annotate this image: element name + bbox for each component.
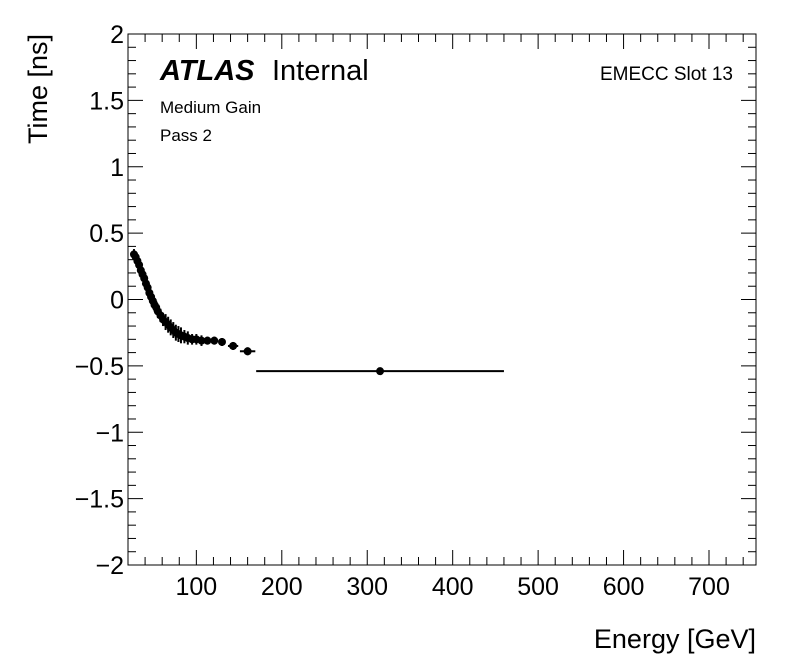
data-point (227, 341, 239, 350)
y-tick-label: −1 (95, 419, 124, 447)
region-label: EMECC Slot 13 (600, 64, 733, 85)
data-marker (217, 337, 226, 346)
pass-label: Pass 2 (160, 126, 212, 145)
data-point (256, 367, 504, 376)
axis-ticks (127, 33, 756, 566)
data-marker (376, 367, 385, 376)
atlas-label: ATLAS (159, 55, 255, 87)
x-tick-labels: 100 200 300 400 500 600 700 (175, 573, 729, 601)
data-point (217, 337, 226, 346)
x-tick-label: 600 (603, 573, 645, 601)
y-tick-labels: 2 1.5 1 0.5 0 −0.5 −1 −1.5 −2 (75, 21, 124, 580)
x-axis-title: Energy [GeV] (594, 624, 756, 654)
y-tick-label: 2 (110, 21, 124, 49)
y-tick-label: 0.5 (89, 220, 124, 248)
x-tick-label: 300 (346, 573, 388, 601)
x-tick-label: 500 (517, 573, 559, 601)
y-tick-label: −0.5 (75, 353, 124, 381)
data-point (239, 347, 256, 356)
data-points (129, 249, 504, 376)
y-tick-label: 0 (110, 287, 124, 315)
data-marker (229, 341, 238, 350)
x-tick-label: 400 (432, 573, 474, 601)
data-point (210, 336, 219, 345)
y-axis-title: Time [ns] (23, 34, 53, 144)
gain-label: Medium Gain (160, 98, 261, 117)
data-marker (243, 347, 252, 356)
y-tick-label: −2 (95, 552, 124, 580)
x-tick-label: 200 (261, 573, 303, 601)
data-marker (197, 336, 206, 345)
internal-label: Internal (272, 55, 369, 87)
y-tick-label: −1.5 (75, 486, 124, 514)
data-marker (210, 336, 219, 345)
data-marker (203, 336, 212, 345)
x-tick-label: 100 (175, 573, 217, 601)
y-tick-label: 1.5 (89, 87, 124, 115)
x-tick-label: 700 (688, 573, 730, 601)
data-point (197, 335, 206, 346)
data-point (203, 336, 212, 345)
y-tick-label: 1 (110, 154, 124, 182)
